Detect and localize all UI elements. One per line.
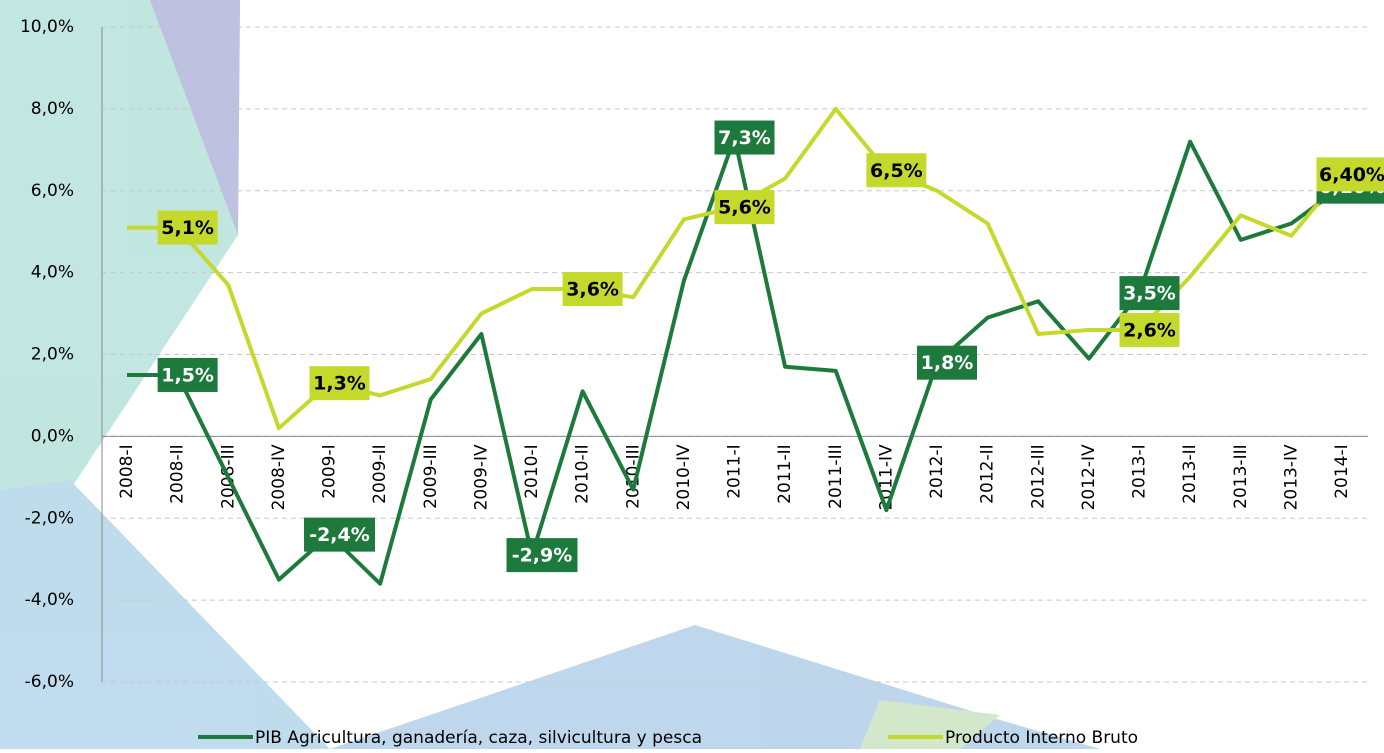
y-tick-label: 4,0%: [31, 263, 74, 283]
x-tick-label: 2011-II: [775, 444, 795, 503]
data-label-text: 5,6%: [718, 197, 771, 219]
y-tick-label: -4,0%: [25, 590, 74, 610]
data-label: 6,40%: [1317, 157, 1384, 191]
y-tick-label: -2,0%: [25, 508, 74, 528]
data-label: 5,1%: [158, 211, 218, 245]
data-label-text: -2,4%: [309, 524, 370, 546]
data-label-text: 6,40%: [1319, 164, 1384, 186]
data-label: 7,3%: [715, 121, 775, 155]
x-tick-label: 2008-II: [168, 444, 188, 503]
data-label-text: 1,3%: [313, 373, 366, 395]
legend-label: PIB Agricultura, ganadería, caza, silvic…: [255, 728, 702, 748]
x-tick-label: 2012-III: [1028, 444, 1048, 508]
data-label-text: 2,6%: [1123, 319, 1176, 341]
data-label: 3,6%: [563, 272, 623, 306]
x-tick-label: 2012-IV: [1079, 444, 1099, 510]
data-label: 2,6%: [1120, 313, 1180, 347]
data-label: 3,5%: [1120, 276, 1180, 310]
data-label: 1,5%: [158, 358, 218, 392]
chart: -6,0% -4,0% -2,0% 0,0% 2,0% 4,0% 6,0% 8,0% 10,0%…: [0, 0, 1384, 749]
data-label-text: 3,5%: [1123, 283, 1176, 305]
data-label: 1,3%: [310, 366, 370, 400]
x-tick-label: 2009-II: [370, 444, 390, 503]
x-tick-label: 2010-I: [522, 444, 542, 498]
x-tick-label: 2011-IV: [876, 444, 896, 510]
x-tick-label: 2012-I: [927, 444, 947, 498]
data-label-text: 1,5%: [161, 364, 214, 386]
data-label: 1,8%: [917, 346, 977, 380]
y-tick-label: 6,0%: [31, 181, 74, 201]
y-tick-label: 0,0%: [31, 426, 74, 446]
x-tick-label: 2014-I: [1332, 444, 1352, 498]
y-tick-label: 2,0%: [31, 345, 74, 365]
x-tick-label: 2010-II: [573, 444, 593, 503]
y-tick-label: -6,0%: [25, 672, 74, 692]
y-tick-label: 10,0%: [20, 17, 74, 37]
data-label: 6,5%: [866, 153, 926, 187]
x-tick-label: 2013-IV: [1281, 444, 1301, 510]
x-tick-label: 2008-IV: [269, 444, 289, 510]
x-tick-label: 2009-III: [421, 444, 441, 508]
x-tick-label: 2010-IV: [674, 444, 694, 510]
series-line: [127, 109, 1342, 428]
data-label-text: 5,1%: [161, 217, 214, 239]
data-label: 5,6%: [715, 190, 775, 224]
data-label-text: 3,6%: [566, 279, 619, 301]
data-label-text: 6,5%: [870, 160, 923, 182]
legend-label: Producto Interno Bruto: [945, 728, 1138, 748]
data-label: -2,9%: [507, 538, 578, 572]
x-tick-label: 2013-I: [1130, 444, 1150, 498]
x-tick-label: 2011-I: [725, 444, 745, 498]
x-tick-label: 2013-II: [1180, 444, 1200, 503]
data-label-text: 1,8%: [921, 352, 974, 374]
data-label: -2,4%: [304, 518, 375, 552]
x-tick-label: 2013-III: [1231, 444, 1251, 508]
x-tick-label: 2008-I: [117, 444, 137, 498]
x-tick-label: 2009-IV: [471, 444, 491, 510]
x-tick-label: 2012-II: [978, 444, 998, 503]
y-tick-label: 8,0%: [31, 99, 74, 119]
x-tick-label: 2011-III: [826, 444, 846, 508]
data-label-text: 7,3%: [718, 127, 771, 149]
data-label-text: -2,9%: [512, 545, 573, 567]
x-tick-label: 2009-I: [320, 444, 340, 498]
